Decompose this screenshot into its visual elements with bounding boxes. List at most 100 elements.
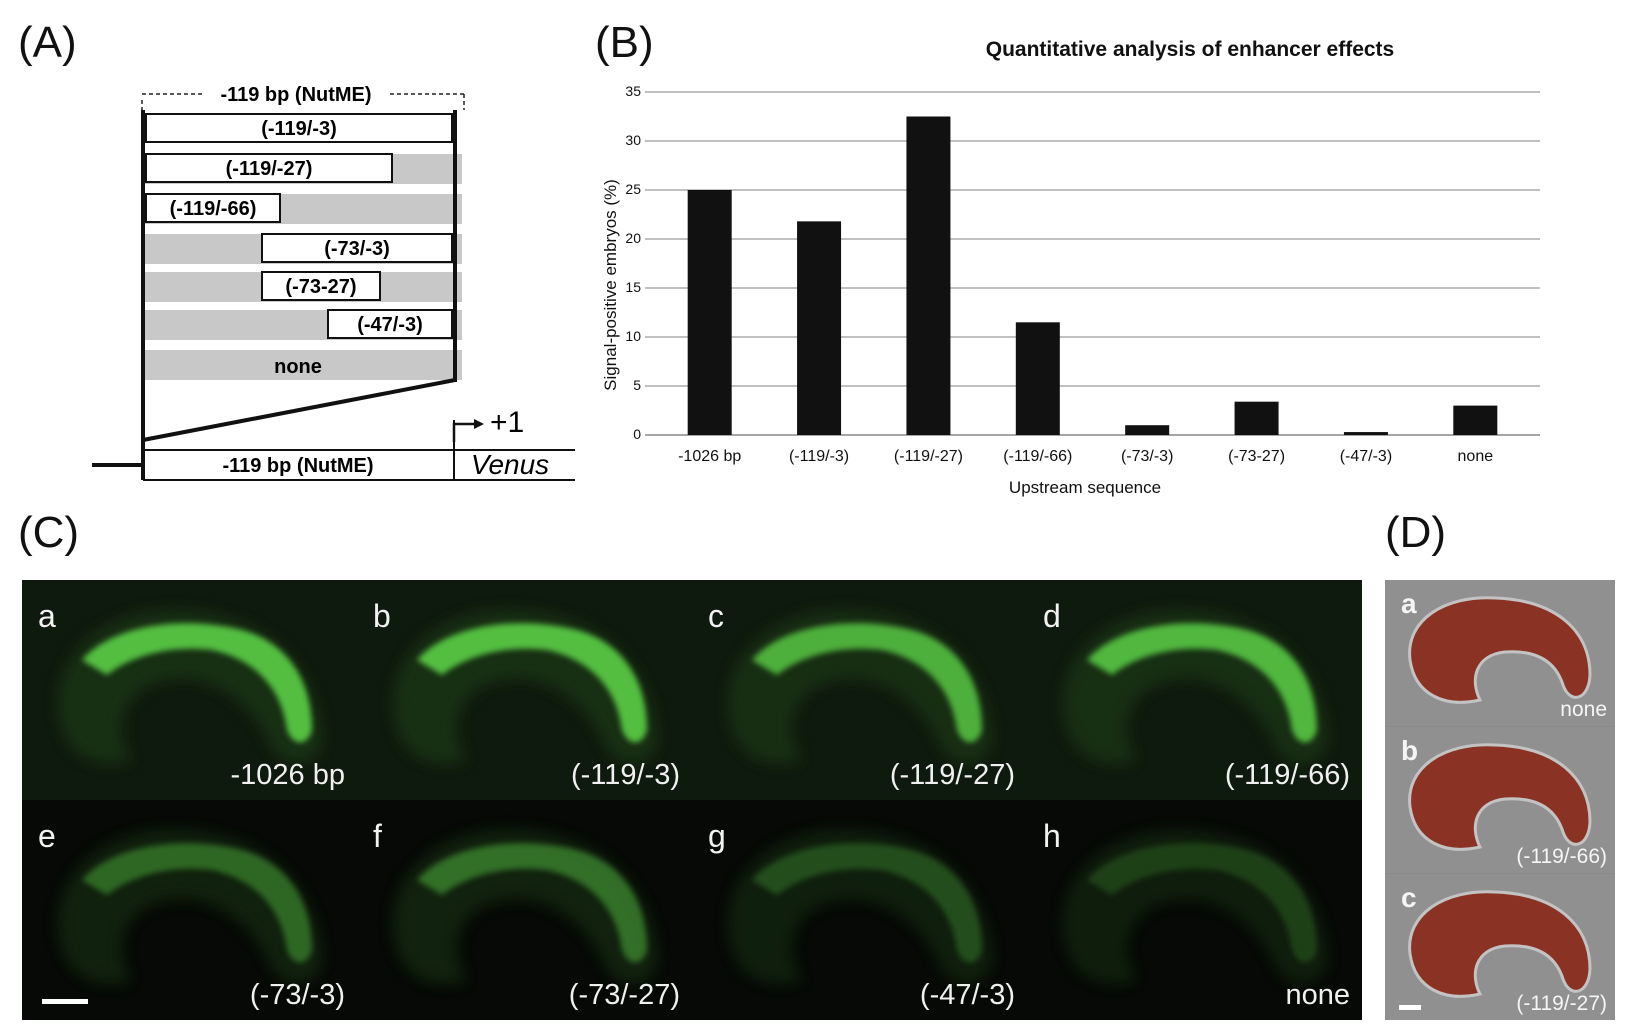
dic-image: a none — [1385, 580, 1615, 726]
image-caption: (-119/-66) — [1224, 759, 1350, 791]
fluorescence-image: h none — [1027, 800, 1362, 1020]
fluorescence-image: c (-119/-27) — [692, 580, 1027, 800]
y-tick-label: 15 — [625, 279, 641, 295]
bar — [906, 116, 951, 435]
embryo-fluorescence — [357, 800, 692, 1020]
image-letter: f — [373, 818, 382, 854]
bar-chart-panel: Quantitative analysis of enhancer effect… — [600, 30, 1620, 530]
panel-label-b: (B) — [595, 18, 654, 67]
x-tick-label: (-47/-3) — [1340, 448, 1392, 465]
y-tick-label: 25 — [625, 181, 641, 197]
fluorescence-image-grid: a -1026 bp b (-119/-3) c (-119/-27) d (-119/-66… — [22, 580, 1362, 1020]
svg-text:(-119/-66): (-119/-66) — [170, 198, 257, 220]
x-tick-label: -1026 bp — [678, 448, 741, 465]
embryo-dic — [1408, 743, 1592, 851]
fluorescence-image: b (-119/-3) — [357, 580, 692, 800]
image-letter: a — [38, 598, 56, 634]
embryo-fluorescence — [1027, 800, 1362, 1020]
construct-diagram: -119 bp (NutME) (-119/-3) (-119/-27) (-1… — [90, 70, 610, 510]
bar — [1453, 405, 1498, 435]
construct-diagram-svg: -119 bp (NutME) (-119/-3) (-119/-27) (-1… — [92, 84, 575, 481]
bar — [1234, 401, 1279, 435]
dic-image: b (-119/-66) — [1385, 727, 1615, 873]
image-caption: (-73/-27) — [568, 979, 680, 1011]
construct-row: (-73-27) — [261, 271, 381, 301]
dic-image-column: a none b (-119/-66) c (-119/-27) — [1385, 580, 1615, 1020]
embryo-fluorescence — [357, 580, 692, 800]
image-letter: h — [1043, 818, 1061, 854]
reporter-label: Venus — [471, 449, 549, 480]
chart-title: Quantitative analysis of enhancer effect… — [985, 38, 1395, 61]
y-tick-label: 5 — [633, 377, 641, 393]
bar — [1015, 322, 1060, 435]
image-caption: (-119/-27) — [889, 759, 1015, 791]
x-tick-label: (-119/-66) — [1003, 448, 1072, 465]
panel-label-a: (A) — [18, 18, 77, 67]
x-tick-label: (-119/-3) — [789, 448, 849, 465]
fluorescence-image: f (-73/-27) — [357, 800, 692, 1020]
image-caption: none — [1285, 979, 1350, 1011]
construct-none-label: none — [274, 356, 322, 378]
fluorescence-image: a -1026 bp — [22, 580, 357, 800]
bar — [1125, 425, 1170, 435]
promoter-label: -119 bp (NutME) — [222, 455, 373, 477]
bar — [797, 221, 842, 435]
image-letter: g — [708, 818, 726, 854]
y-tick-label: 20 — [625, 230, 641, 246]
bar — [687, 190, 732, 435]
image-caption: (-119/-66) — [1516, 845, 1607, 868]
y-tick-label: 0 — [633, 426, 641, 442]
construct-row: (-73/-3) — [261, 233, 453, 263]
embryo-fluorescence — [22, 800, 357, 1020]
fluorescence-image: d (-119/-66) — [1027, 580, 1362, 800]
embryo-fluorescence — [692, 580, 1027, 800]
dic-image: c (-119/-27) — [1385, 874, 1615, 1020]
embryo-dic — [1408, 890, 1592, 998]
nutme-header: -119 bp (NutME) — [220, 84, 371, 106]
y-tick-label: 10 — [625, 328, 641, 344]
image-caption: -1026 bp — [230, 759, 346, 791]
x-tick-label: (-119/-27) — [894, 448, 963, 465]
panel-label-d: (D) — [1385, 508, 1447, 557]
image-caption: (-47/-3) — [919, 979, 1015, 1011]
fluorescence-image: g (-47/-3) — [692, 800, 1027, 1020]
bar — [1343, 432, 1388, 435]
image-letter: d — [1043, 598, 1061, 634]
svg-text:(-119/-3): (-119/-3) — [261, 118, 337, 140]
tss-label: +1 — [490, 406, 524, 439]
image-letter: a — [1401, 588, 1417, 619]
x-tick-label: none — [1458, 448, 1494, 465]
svg-text:(-119/-27): (-119/-27) — [226, 158, 313, 180]
y-tick-label: 30 — [625, 132, 641, 148]
embryo-dic — [1408, 596, 1592, 704]
scale-bar — [1399, 1005, 1421, 1010]
image-caption: none — [1560, 698, 1607, 721]
svg-text:(-47/-3): (-47/-3) — [357, 314, 423, 336]
bar-chart: 0 5 10 15 20 25 30 35 -1026 bp (-119/-3) (-119/-2… — [601, 83, 1540, 497]
x-tick-label: (-73/-3) — [1121, 448, 1173, 465]
image-caption: (-73/-3) — [249, 979, 345, 1011]
y-axis-label: Signal-positive embryos (%) — [601, 179, 620, 391]
image-caption: (-119/-3) — [570, 759, 680, 791]
svg-text:(-73-27): (-73-27) — [285, 276, 356, 298]
embryo-fluorescence — [692, 800, 1027, 1020]
scale-bar — [42, 999, 88, 1004]
construct-row: (-119/-3) — [145, 113, 453, 143]
embryo-fluorescence — [1027, 580, 1362, 800]
image-caption: (-119/-27) — [1516, 992, 1607, 1015]
embryo-fluorescence — [22, 580, 357, 800]
image-letter: b — [1401, 735, 1419, 766]
image-letter: c — [708, 598, 724, 634]
x-axis-label: Upstream sequence — [1009, 478, 1161, 497]
image-letter: b — [373, 598, 391, 634]
construct-row: (-119/-27) — [145, 153, 393, 183]
x-tick-label: (-73-27) — [1228, 448, 1285, 465]
construct-row: (-47/-3) — [327, 309, 453, 339]
panel-label-c: (C) — [18, 508, 80, 557]
y-tick-label: 35 — [625, 83, 641, 99]
svg-text:(-73/-3): (-73/-3) — [324, 238, 390, 260]
fluorescence-image: e (-73/-3) — [22, 800, 357, 1020]
construct-row: (-119/-66) — [145, 193, 281, 223]
image-letter: e — [38, 818, 56, 854]
image-letter: c — [1401, 882, 1417, 913]
